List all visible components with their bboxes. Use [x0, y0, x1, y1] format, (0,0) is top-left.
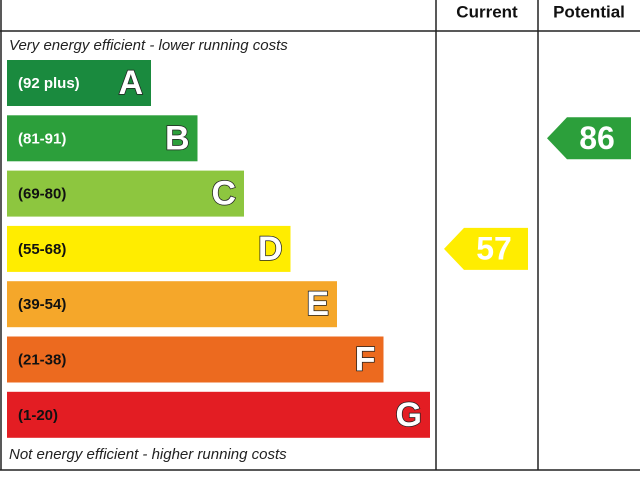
band-letter: F — [355, 340, 376, 378]
band-range: (69-80) — [18, 186, 66, 203]
band-bar — [7, 336, 384, 383]
band-letter: D — [258, 230, 283, 268]
band-bar — [7, 60, 151, 106]
potential-score: 86 — [579, 120, 615, 156]
band-bar — [7, 391, 430, 438]
band-bar — [7, 281, 337, 328]
band-range: (1-20) — [18, 407, 58, 424]
band-range: (81-91) — [18, 130, 66, 147]
potential-arrow — [547, 117, 631, 160]
band-letter: B — [165, 119, 190, 157]
band-letter: C — [211, 175, 236, 213]
band-bar — [7, 115, 198, 162]
band-range: (21-38) — [18, 351, 66, 368]
top-note: Very energy efficient - lower running co… — [9, 37, 288, 54]
band-range: (55-68) — [18, 241, 66, 258]
current-score: 57 — [476, 230, 512, 266]
band-letter: E — [306, 285, 329, 323]
band-range: (92 plus) — [18, 75, 80, 92]
band-letter: A — [118, 64, 143, 102]
potential-header: Potential — [553, 2, 625, 21]
band-letter: G — [396, 396, 422, 434]
band-bar — [7, 170, 244, 217]
current-arrow — [444, 227, 528, 270]
band-range: (39-54) — [18, 296, 66, 313]
bottom-note: Not energy efficient - higher running co… — [9, 446, 287, 463]
current-header: Current — [456, 2, 518, 21]
band-bar — [7, 225, 291, 272]
